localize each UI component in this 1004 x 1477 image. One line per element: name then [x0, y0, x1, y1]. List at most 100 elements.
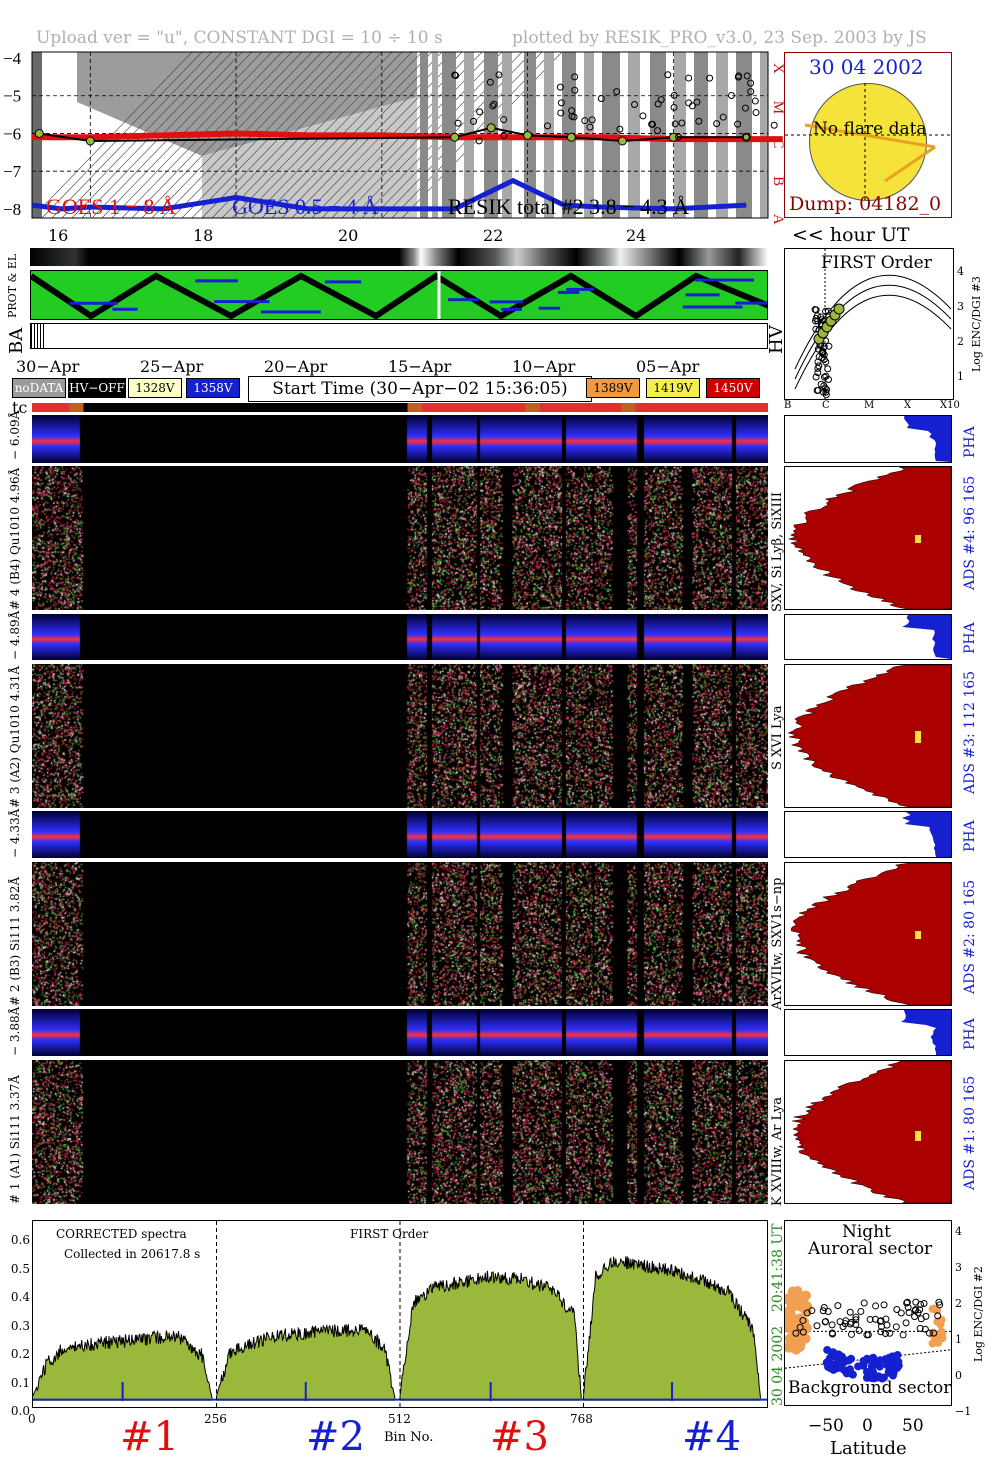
night-point [912, 1306, 920, 1314]
ch2-pha-label: − 4.33Å [8, 808, 22, 858]
resik-point [668, 132, 678, 142]
ch4-ads-tag: ADS #4: 96 165 [962, 475, 978, 590]
date-25-apr: 25−Apr [140, 357, 204, 376]
ch1-main-label: # 1 (A1) Si111 3.37Å [8, 1075, 22, 1204]
resik-open-point [557, 109, 565, 117]
prot-blue-band [489, 300, 524, 304]
resik-open-point [670, 103, 678, 111]
ch4-pha-hist [784, 415, 952, 463]
resik-open-point [675, 133, 683, 141]
resik-open-point [719, 113, 727, 121]
ads-marker [915, 931, 921, 939]
lat-x-label: Latitude [830, 1438, 907, 1459]
night-point [860, 1299, 868, 1307]
night-point [813, 1322, 821, 1330]
auroral-point [928, 1304, 937, 1313]
ch3-main-label: # 3 (A2) Qu1010 4.31Å [8, 665, 22, 808]
sun-dump: Dump: 04182_0 [789, 193, 942, 215]
resik-open-point [743, 72, 751, 80]
fo-ytick-3: 3 [957, 300, 964, 313]
ch3-ads-hist [784, 664, 952, 808]
legend-1389v: 1389V [586, 378, 640, 398]
resik-open-point [713, 120, 721, 128]
lat-title-night: Night [842, 1222, 891, 1242]
fo-point [814, 358, 822, 366]
night-point [912, 1298, 920, 1306]
prot-blue-band [261, 310, 321, 314]
gap-bar [694, 52, 708, 218]
sx-768: 768 [570, 1412, 593, 1426]
header-upload-info: Upload ver = "u", CONSTANT DGI = 10 ÷ 10… [36, 28, 443, 48]
fo-point [818, 349, 826, 357]
night-point [836, 1318, 844, 1326]
resik-open-point [588, 116, 596, 124]
night-point [902, 1319, 910, 1327]
fo-ytick-1: 1 [957, 370, 964, 383]
auroral-point [784, 1323, 795, 1334]
fo-y-label: Log ENC/DGI #3 [970, 276, 983, 372]
sy-0-6: 0.6 [10, 1233, 30, 1247]
lat-xtick-m50: −50 [808, 1416, 844, 1436]
sy-0-4: 0.4 [10, 1290, 30, 1304]
background-point [862, 1373, 871, 1382]
night-point [792, 1329, 800, 1337]
gap-bar [628, 52, 640, 218]
spectrum-area-2 [216, 1323, 395, 1401]
ch3-pha-hist [784, 614, 952, 660]
el-strip [30, 248, 768, 266]
sx-512: 512 [388, 1412, 411, 1426]
ch3-pha-strip [32, 614, 768, 660]
night-point [903, 1298, 911, 1306]
flare-class: C [770, 138, 786, 148]
prot-blue-band [682, 305, 743, 309]
background-point [879, 1373, 888, 1382]
gap-bar [650, 52, 666, 218]
resik-open-point [470, 117, 478, 125]
resik-open-point [489, 102, 497, 110]
start-time: Start Time (30−Apr−02 15:36:05) [248, 376, 592, 402]
prot-blue-band [195, 279, 238, 283]
orbit-zigzag [31, 272, 767, 319]
sun-overlay [785, 83, 951, 203]
date-15-apr: 15−Apr [388, 357, 452, 376]
night-point [892, 1323, 900, 1331]
resik-open-point [500, 116, 508, 124]
resik-open-point [727, 91, 735, 99]
resik-open-point [476, 108, 484, 116]
spectrum-line-3 [399, 1270, 582, 1399]
lat-ytick-3: 3 [955, 1261, 962, 1274]
lat-ytick-1: 1 [955, 1333, 962, 1346]
first-order-title: FIRST Order [821, 253, 932, 273]
ads-hist-fill [792, 1060, 952, 1204]
night-point [877, 1328, 885, 1336]
night-point [824, 1308, 832, 1316]
resik-open-point [571, 73, 579, 81]
goes-ytick: −7 [3, 162, 22, 181]
fo-tick-m: M [864, 400, 875, 411]
spectrum-line-2 [216, 1323, 396, 1399]
night-point [911, 1313, 919, 1321]
resik-open-point [693, 98, 701, 106]
resik-open-point [706, 74, 714, 82]
x-tick-20: 20 [338, 226, 359, 245]
prot-blue-band [448, 298, 479, 302]
prot-blue-band [324, 280, 362, 284]
legend-hv-off: HV−OFF [68, 378, 126, 398]
x-tick-16: 16 [48, 226, 69, 245]
resik-open-point [543, 122, 551, 130]
fo-tick-x: X [904, 400, 912, 411]
resik-open-point [752, 109, 760, 117]
background-point [847, 1369, 856, 1378]
night-point [839, 1323, 847, 1331]
resik-open-point [631, 101, 639, 109]
sy-0-3: 0.3 [10, 1318, 30, 1333]
resik-open-point [747, 79, 755, 87]
auroral-point [799, 1304, 810, 1315]
resik-open-point [734, 120, 742, 128]
resik-open-point [556, 83, 564, 91]
ch2-pha-hist [784, 811, 952, 858]
resik-open-point [586, 123, 594, 131]
ads-marker [915, 731, 921, 743]
resik-point [617, 136, 627, 146]
prot-blue-band [501, 307, 522, 311]
